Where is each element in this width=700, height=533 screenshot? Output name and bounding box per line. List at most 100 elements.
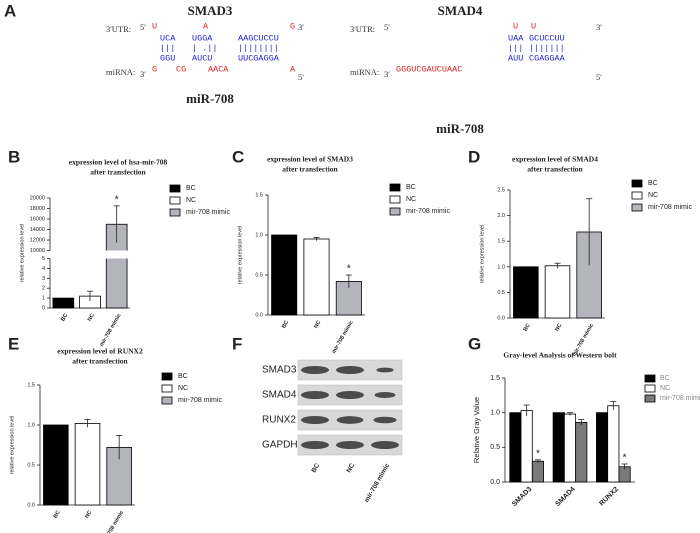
- legend-swatch: [631, 191, 643, 200]
- y-tick-label: 0.5: [490, 444, 500, 451]
- legend-swatch: [169, 196, 181, 205]
- legend-label: BC: [406, 184, 416, 191]
- mirna-name: miR-708: [186, 91, 234, 106]
- y-axis-label: relative expression level: [19, 224, 25, 283]
- strand-end: 3': [140, 69, 146, 79]
- unpaired-base: AACA: [208, 64, 229, 74]
- y-tick-label: 1.5: [497, 239, 505, 245]
- paired-bases: UGGA: [192, 33, 213, 43]
- panel-label: G: [468, 334, 481, 353]
- chart-title: after transfection: [282, 165, 338, 174]
- utr-label: 3'UTR:: [106, 24, 131, 34]
- legend-label: NC: [648, 192, 658, 199]
- legend-swatch: [161, 384, 173, 393]
- y-tick-label: 1: [42, 296, 45, 302]
- legend-swatch: [389, 195, 401, 204]
- strand-end: 5': [596, 72, 602, 82]
- legend-swatch: [631, 179, 643, 188]
- legend-swatch: [389, 183, 401, 192]
- panel-label: E: [8, 334, 19, 353]
- blot-band: [374, 392, 396, 398]
- bar: [575, 421, 588, 483]
- paired-bases: GGU: [160, 53, 175, 63]
- blot-band: [336, 416, 364, 424]
- chart-title: expression level of hsa-mir-708: [69, 158, 168, 167]
- blot-column-label: NC: [345, 462, 356, 474]
- x-tick-label: BC: [53, 510, 62, 520]
- bar: [596, 412, 609, 483]
- paired-bases: CGAGGAA: [529, 53, 566, 63]
- legend-label: mir-708 mimic: [178, 397, 222, 404]
- y-tick-label: 0.5: [255, 272, 263, 278]
- y-tick-label: 0.5: [27, 462, 35, 468]
- paired-bases: UCA: [160, 33, 176, 43]
- legend-label: mir-708 mimic: [406, 208, 450, 215]
- y-tick-label: 4: [42, 266, 45, 272]
- chart-title: after transfection: [72, 357, 128, 366]
- y-tick-label: 0.0: [490, 479, 500, 486]
- unpaired-base: U: [152, 21, 157, 31]
- base-pairing: |||: [160, 43, 175, 53]
- blot-band: [301, 391, 329, 399]
- blot-band: [373, 416, 397, 424]
- y-tick-label: 0.5: [497, 290, 505, 296]
- blot-band: [301, 366, 329, 374]
- y-tick-label: 1.0: [497, 264, 505, 270]
- legend-swatch: [631, 203, 643, 212]
- legend-swatch: [161, 396, 173, 405]
- y-tick-label: 5: [42, 256, 45, 262]
- x-tick-label: mir-708 mimic: [99, 313, 123, 348]
- legend-label: NC: [186, 197, 196, 204]
- blot-row-label: SMAD3: [262, 365, 297, 376]
- y-axis-label: Relative Gray Value: [472, 397, 481, 463]
- base-pairing: | .||: [192, 43, 218, 53]
- panel-label: D: [468, 147, 480, 166]
- y-axis-label: relative expression level: [9, 416, 15, 475]
- legend-swatch: [169, 208, 181, 217]
- blot-band: [301, 416, 329, 424]
- significance: *: [115, 195, 119, 206]
- bar: [509, 412, 522, 483]
- y-tick-label: 1.5: [490, 375, 500, 382]
- panel-label: B: [8, 147, 20, 166]
- base-pairing: ||||||||: [238, 43, 279, 53]
- legend-label: mir-708 mimic: [648, 204, 692, 211]
- x-tick-label: BC: [281, 320, 290, 330]
- blot-band: [336, 366, 364, 374]
- strand-end: 5': [140, 22, 146, 32]
- y-tick-label: 12000: [30, 237, 45, 243]
- bar: [271, 234, 298, 316]
- strand-end: 3': [384, 69, 390, 79]
- paired-bases: AUU: [508, 53, 523, 63]
- bar: [552, 412, 565, 483]
- bar: [544, 265, 571, 319]
- x-tick-label: mir-708 mimic: [101, 510, 125, 533]
- unpaired-base: U: [531, 21, 536, 31]
- significance: *: [536, 448, 540, 459]
- y-tick-label: 14000: [30, 227, 45, 233]
- blot-row-label: RUNX2: [262, 415, 296, 426]
- mirna-name: miR-708: [436, 121, 484, 136]
- panel-label: C: [232, 147, 244, 166]
- strand-end: 3': [298, 22, 304, 32]
- blot-band: [301, 441, 329, 449]
- y-tick-label: 2.0: [497, 213, 505, 219]
- blot-band: [376, 367, 394, 373]
- strand-end: 3': [596, 22, 602, 32]
- legend-swatch: [644, 384, 656, 393]
- paired-bases: UAA: [508, 33, 524, 43]
- bar: [563, 413, 577, 483]
- y-tick-label: 1.0: [490, 410, 500, 417]
- y-tick-label: 1.0: [27, 422, 35, 428]
- y-tick-label: 1.0: [255, 232, 263, 238]
- unpaired-base: A: [203, 21, 209, 31]
- y-tick-label: 10000: [30, 248, 45, 254]
- legend-label: BC: [186, 185, 196, 192]
- bar: [531, 460, 544, 483]
- x-tick-label: SMAD3: [511, 486, 533, 508]
- blot-band: [336, 391, 364, 399]
- paired-bases: UUCGAGGA: [238, 53, 280, 63]
- blot-band: [336, 441, 364, 449]
- unpaired-base: G: [290, 21, 295, 31]
- legend-swatch: [161, 372, 173, 381]
